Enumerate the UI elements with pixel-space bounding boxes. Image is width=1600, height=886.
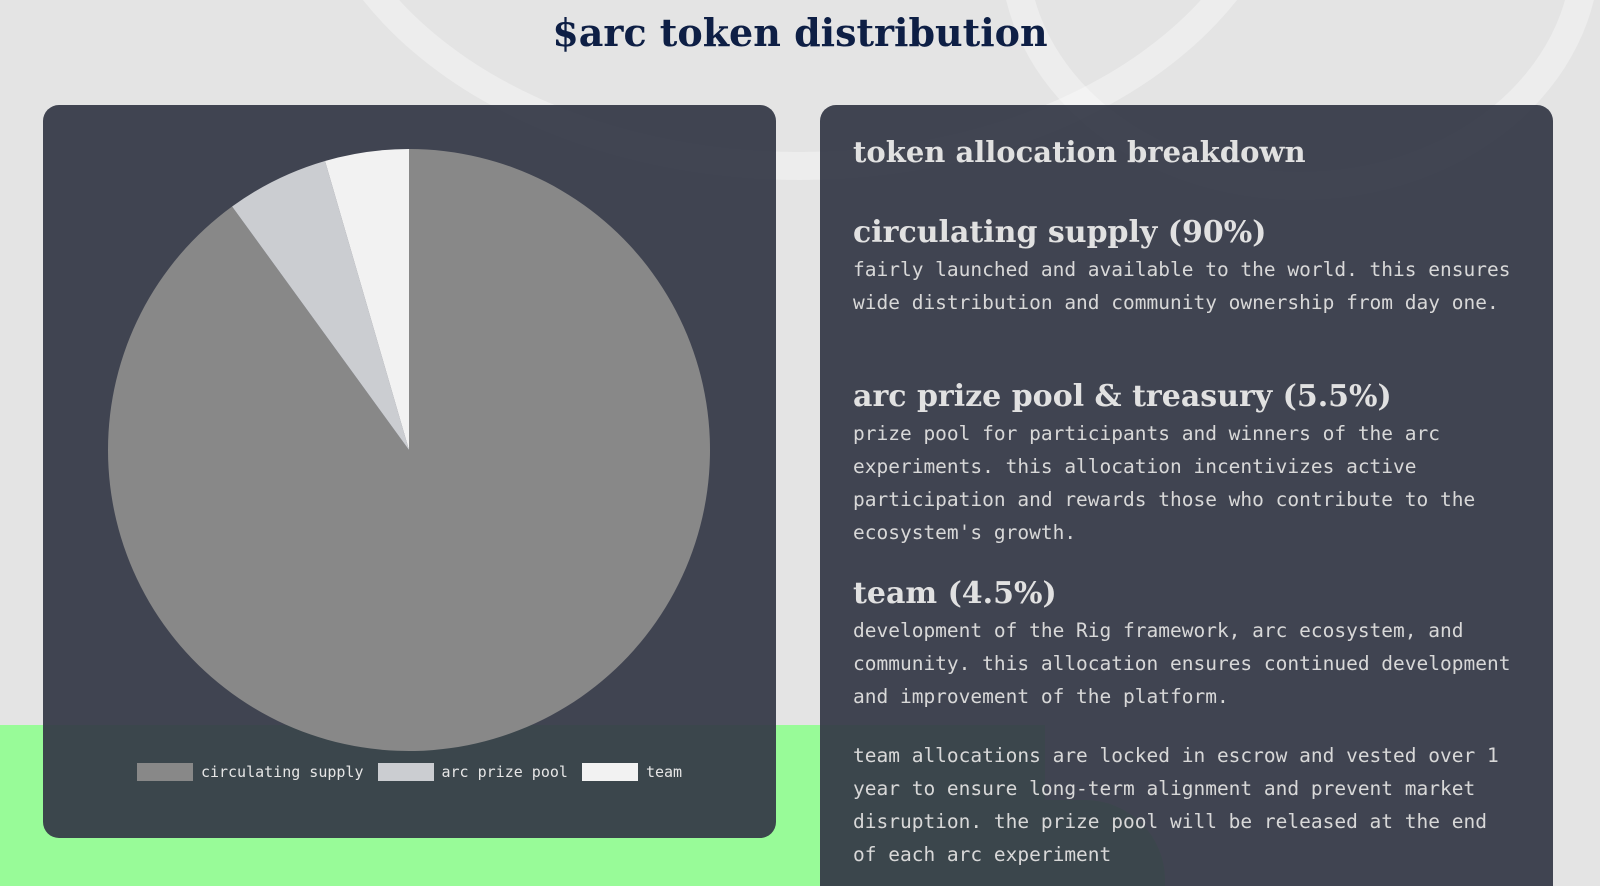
section-team: team (4.5%) development of the Rig frame…	[853, 574, 1513, 713]
note-text: team allocations are locked in escrow an…	[853, 744, 1499, 866]
vesting-note: team allocations are locked in escrow an…	[853, 739, 1513, 871]
section-title: circulating supply (90%)	[853, 215, 1267, 250]
section-text: fairly launched and available to the wor…	[853, 258, 1511, 314]
legend-item-team[interactable]: team	[581, 763, 683, 781]
page-title: $arc token distribution	[552, 10, 1048, 55]
pie-slice-arc-prize-pool[interactable]	[232, 160, 409, 450]
pie-slice-circulating-supply[interactable]	[107, 149, 710, 751]
pie-chart-card: circulating supply arc prize pool team	[43, 105, 776, 838]
legend-label: arc prize pool	[441, 763, 568, 781]
legend-label: circulating supply	[200, 763, 364, 781]
section-title: team (4.5%)	[853, 576, 1057, 611]
pie-slice-team[interactable]	[325, 149, 409, 450]
pie-chart	[107, 149, 710, 751]
section-title: arc prize pool & treasury (5.5%)	[853, 379, 1392, 414]
section-arc-prize-pool: arc prize pool & treasury (5.5%) prize p…	[853, 377, 1513, 549]
legend-swatch	[377, 763, 434, 781]
legend-item-arc-prize-pool[interactable]: arc prize pool	[377, 763, 568, 781]
section-text: prize pool for participants and winners …	[853, 422, 1476, 544]
legend-label: team	[645, 763, 683, 781]
legend-swatch	[136, 763, 193, 781]
legend-item-circulating-supply[interactable]: circulating supply	[136, 763, 364, 781]
breakdown-card: token allocation breakdown circulating s…	[820, 105, 1553, 886]
section-text: development of the Rig framework, arc ec…	[853, 619, 1511, 708]
chart-legend: circulating supply arc prize pool team	[43, 763, 776, 781]
legend-swatch	[581, 763, 638, 781]
breakdown-heading: token allocation breakdown	[853, 135, 1306, 169]
section-circulating-supply: circulating supply (90%) fairly launched…	[853, 213, 1513, 319]
